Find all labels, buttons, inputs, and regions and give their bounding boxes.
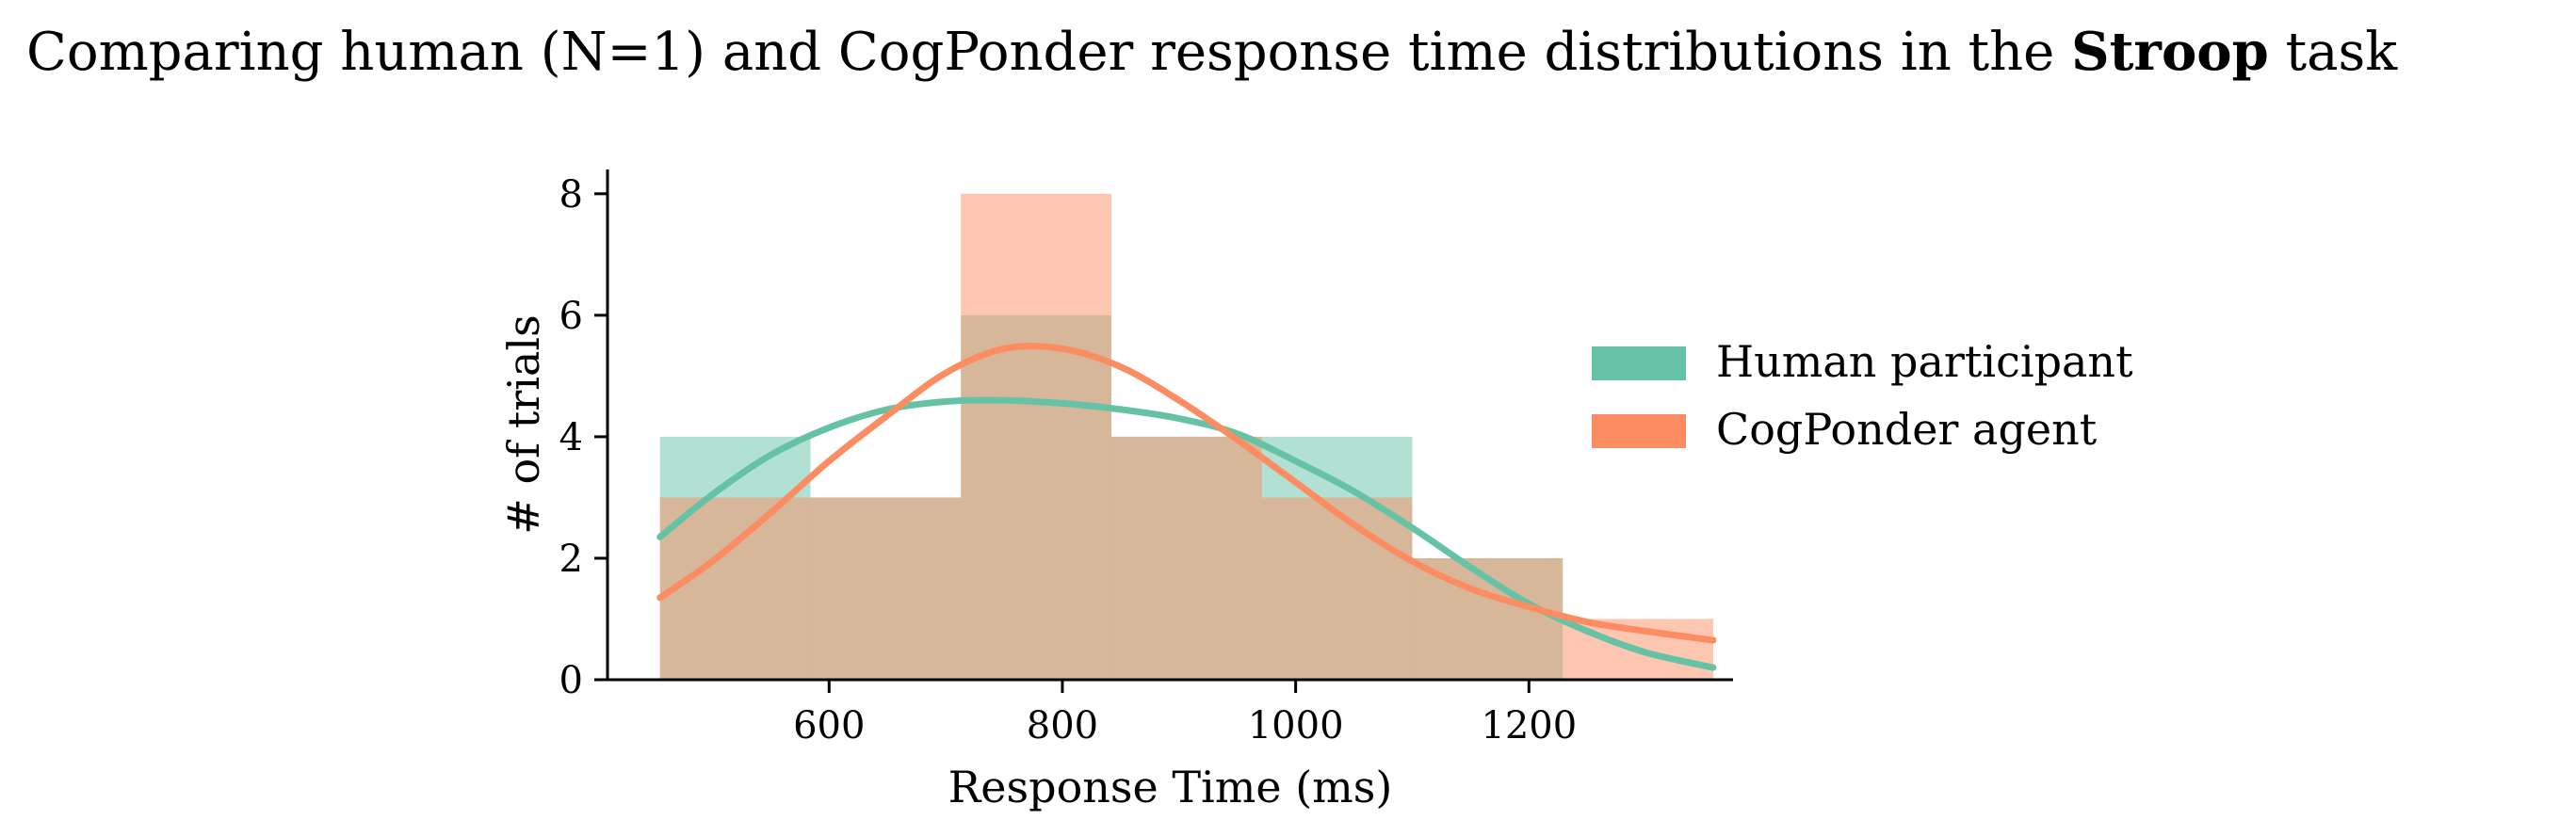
- agent-bar-0: [659, 497, 811, 680]
- x-tick-label: 1200: [1481, 704, 1577, 748]
- chart-title-bold: Stroop: [2071, 21, 2269, 83]
- chart-title-prefix: Comparing human (N=1) and CogPonder resp…: [26, 22, 2071, 83]
- agent-legend-swatch: [1592, 414, 1686, 448]
- x-ticks: 600 800 1000 1200: [793, 680, 1577, 748]
- agent-bar-3: [1110, 436, 1262, 680]
- kde-curves: [656, 343, 1717, 671]
- agent-kde-line: [656, 343, 1717, 644]
- x-tick-label: 600: [793, 704, 865, 748]
- y-tick-label: 6: [559, 295, 583, 338]
- agent-bar-1: [810, 497, 962, 680]
- y-tick-label: 8: [559, 173, 583, 217]
- x-tick-label: 1000: [1248, 704, 1344, 748]
- x-axis-label: Response Time (ms): [948, 762, 1393, 812]
- legend: Human participant CogPonder agent: [1592, 336, 2133, 455]
- y-tick-label: 2: [559, 538, 583, 581]
- agent-bar-4: [1261, 497, 1413, 680]
- agent-histogram-bars: [659, 193, 1713, 681]
- chart-title: Comparing human (N=1) and CogPonder resp…: [26, 21, 2398, 83]
- y-tick-label: 0: [559, 659, 583, 702]
- x-tick-label: 800: [1027, 704, 1098, 748]
- chart-title-suffix: task: [2269, 22, 2398, 83]
- y-axis-label: # of trials: [498, 314, 549, 534]
- agent-bar-2: [961, 193, 1111, 681]
- axes: [606, 169, 1733, 682]
- human-legend-swatch: [1592, 346, 1686, 380]
- human-legend-label: Human participant: [1716, 336, 2133, 387]
- y-ticks: 0 2 4 6 8: [559, 173, 608, 702]
- y-tick-label: 4: [559, 416, 583, 459]
- agent-legend-label: CogPonder agent: [1716, 404, 2098, 455]
